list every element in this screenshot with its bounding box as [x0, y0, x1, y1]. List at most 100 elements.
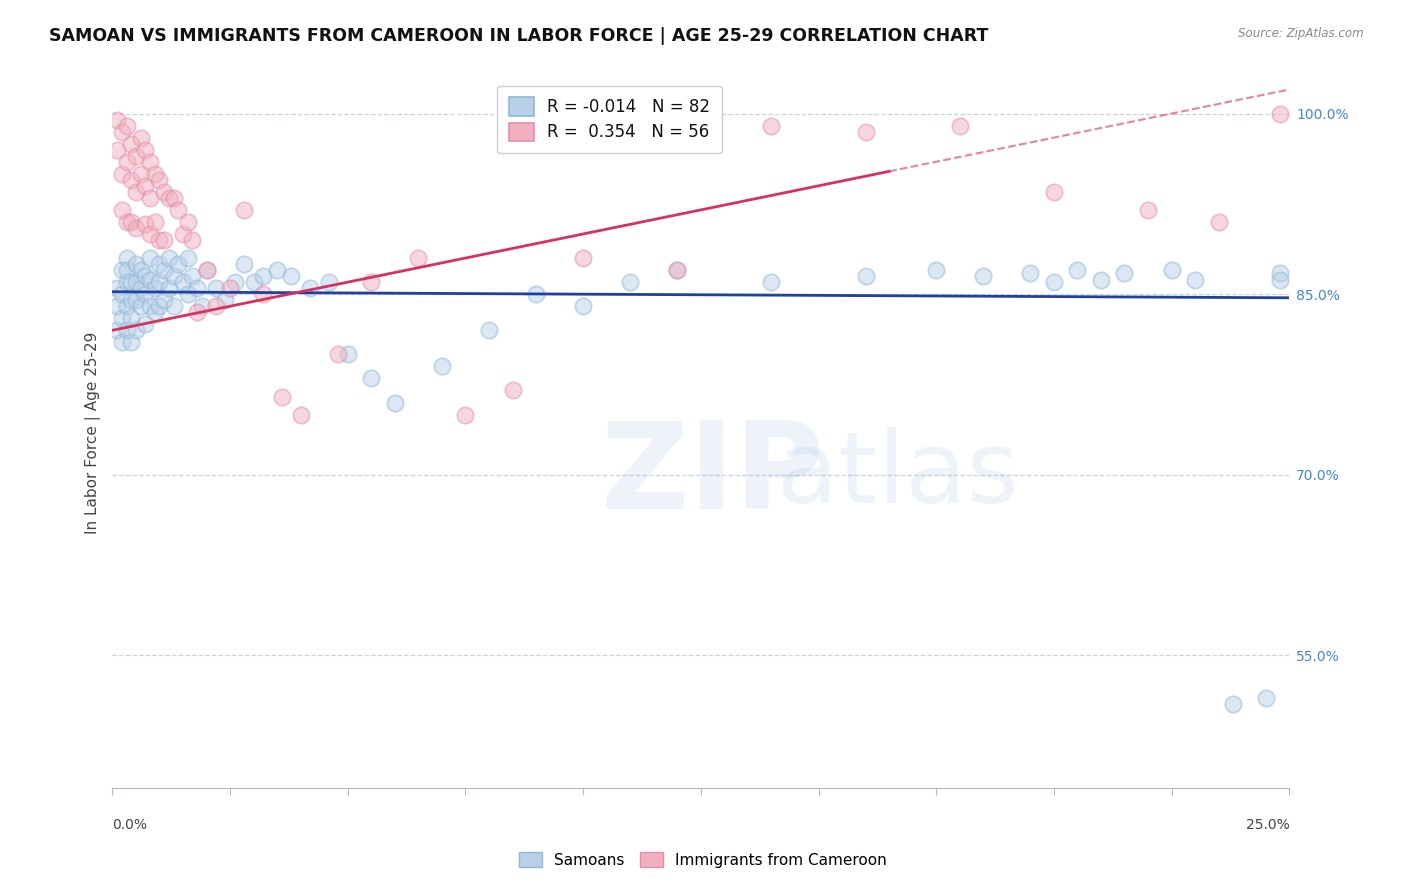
- Point: [129, 167, 152, 181]
- Point: [120, 215, 142, 229]
- Point: [153, 233, 176, 247]
- Legend: Samoans, Immigrants from Cameroon: Samoans, Immigrants from Cameroon: [513, 846, 893, 873]
- Point: [115, 275, 138, 289]
- Point: [1019, 265, 1042, 279]
- Point: [384, 395, 406, 409]
- Point: [143, 281, 166, 295]
- Point: [134, 287, 156, 301]
- Point: [318, 275, 340, 289]
- Point: [360, 371, 382, 385]
- Point: [1066, 263, 1088, 277]
- Point: [143, 167, 166, 181]
- Point: [115, 154, 138, 169]
- Point: [115, 323, 138, 337]
- Text: atlas: atlas: [778, 426, 1019, 524]
- Point: [1137, 202, 1160, 217]
- Point: [120, 293, 142, 308]
- Point: [120, 335, 142, 350]
- Point: [214, 293, 236, 308]
- Point: [1254, 690, 1277, 705]
- Point: [1268, 106, 1291, 120]
- Point: [524, 287, 547, 301]
- Point: [111, 287, 134, 301]
- Point: [111, 263, 134, 277]
- Point: [430, 359, 453, 374]
- Point: [572, 299, 595, 313]
- Point: [290, 408, 312, 422]
- Point: [134, 217, 156, 231]
- Point: [153, 293, 176, 308]
- Point: [134, 269, 156, 284]
- Point: [125, 323, 148, 337]
- Point: [125, 257, 148, 271]
- Point: [1208, 215, 1230, 229]
- Point: [172, 227, 194, 241]
- Y-axis label: In Labor Force | Age 25-29: In Labor Force | Age 25-29: [86, 332, 101, 533]
- Point: [1184, 273, 1206, 287]
- Point: [855, 269, 877, 284]
- Point: [143, 305, 166, 319]
- Point: [125, 185, 148, 199]
- Point: [454, 408, 477, 422]
- Point: [139, 273, 162, 287]
- Point: [186, 281, 208, 295]
- Point: [761, 119, 783, 133]
- Point: [148, 233, 170, 247]
- Point: [134, 178, 156, 193]
- Point: [157, 251, 180, 265]
- Point: [242, 275, 264, 289]
- Point: [191, 299, 214, 313]
- Text: ZIP: ZIP: [600, 417, 824, 533]
- Point: [139, 251, 162, 265]
- Point: [105, 323, 128, 337]
- Text: 0.0%: 0.0%: [112, 818, 148, 832]
- Point: [125, 275, 148, 289]
- Point: [181, 233, 204, 247]
- Text: 25.0%: 25.0%: [1246, 818, 1289, 832]
- Point: [1090, 273, 1112, 287]
- Point: [111, 125, 134, 139]
- Point: [115, 119, 138, 133]
- Point: [949, 119, 972, 133]
- Point: [360, 275, 382, 289]
- Point: [172, 275, 194, 289]
- Point: [233, 202, 256, 217]
- Point: [105, 112, 128, 127]
- Point: [177, 251, 200, 265]
- Point: [157, 191, 180, 205]
- Point: [111, 202, 134, 217]
- Point: [129, 281, 152, 295]
- Point: [177, 215, 200, 229]
- Point: [502, 384, 524, 398]
- Point: [105, 299, 128, 313]
- Point: [1160, 263, 1182, 277]
- Point: [266, 263, 288, 277]
- Point: [1114, 265, 1136, 279]
- Point: [328, 347, 350, 361]
- Point: [478, 323, 501, 337]
- Point: [111, 311, 134, 326]
- Point: [148, 173, 170, 187]
- Point: [129, 130, 152, 145]
- Point: [125, 149, 148, 163]
- Point: [195, 263, 218, 277]
- Point: [148, 257, 170, 271]
- Point: [1043, 185, 1066, 199]
- Point: [972, 269, 994, 284]
- Point: [111, 335, 134, 350]
- Point: [280, 269, 302, 284]
- Point: [666, 263, 689, 277]
- Point: [619, 275, 641, 289]
- Point: [139, 154, 162, 169]
- Point: [134, 143, 156, 157]
- Point: [129, 263, 152, 277]
- Point: [252, 287, 274, 301]
- Point: [120, 173, 142, 187]
- Point: [224, 275, 246, 289]
- Point: [270, 390, 292, 404]
- Point: [162, 269, 184, 284]
- Point: [120, 311, 142, 326]
- Point: [115, 263, 138, 277]
- Point: [111, 167, 134, 181]
- Point: [148, 299, 170, 313]
